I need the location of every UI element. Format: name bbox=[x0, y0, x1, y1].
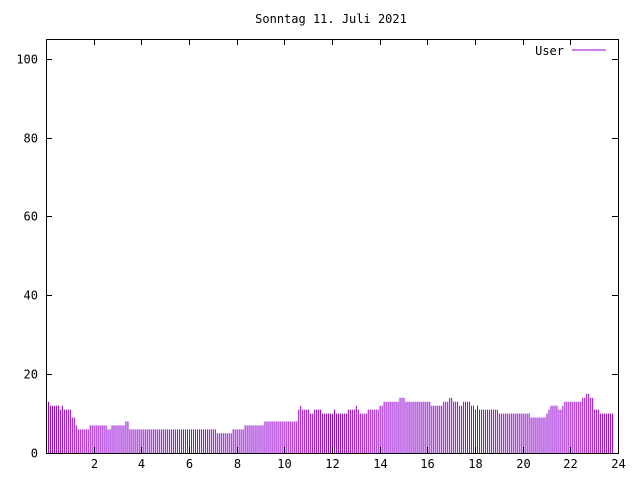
x-tick-label: 10 bbox=[277, 457, 291, 471]
y-tick-label: 60 bbox=[24, 210, 38, 224]
y-tick-label: 40 bbox=[24, 289, 38, 303]
y-tick-label: 80 bbox=[24, 132, 38, 146]
x-tick-label: 24 bbox=[611, 457, 625, 471]
x-tick-label: 14 bbox=[373, 457, 387, 471]
x-tick-label: 4 bbox=[138, 457, 145, 471]
y-tick-label: 20 bbox=[24, 368, 38, 382]
legend: User bbox=[535, 44, 606, 58]
x-tick-label: 6 bbox=[186, 457, 193, 471]
x-tick-label: 16 bbox=[420, 457, 434, 471]
x-tick-label: 18 bbox=[468, 457, 482, 471]
plot-frame bbox=[46, 39, 619, 454]
x-tick-label: 22 bbox=[563, 457, 577, 471]
y-tick-label: 100 bbox=[16, 53, 38, 67]
x-tick-label: 12 bbox=[325, 457, 339, 471]
chart-title: Sonntag 11. Juli 2021 bbox=[255, 12, 407, 26]
x-tick-label: 8 bbox=[234, 457, 241, 471]
legend-label-user: User bbox=[535, 44, 564, 58]
bar-series bbox=[46, 393, 614, 453]
y-tick-label: 0 bbox=[31, 447, 38, 461]
x-tick-label: 20 bbox=[516, 457, 530, 471]
x-tick-label: 2 bbox=[91, 457, 98, 471]
